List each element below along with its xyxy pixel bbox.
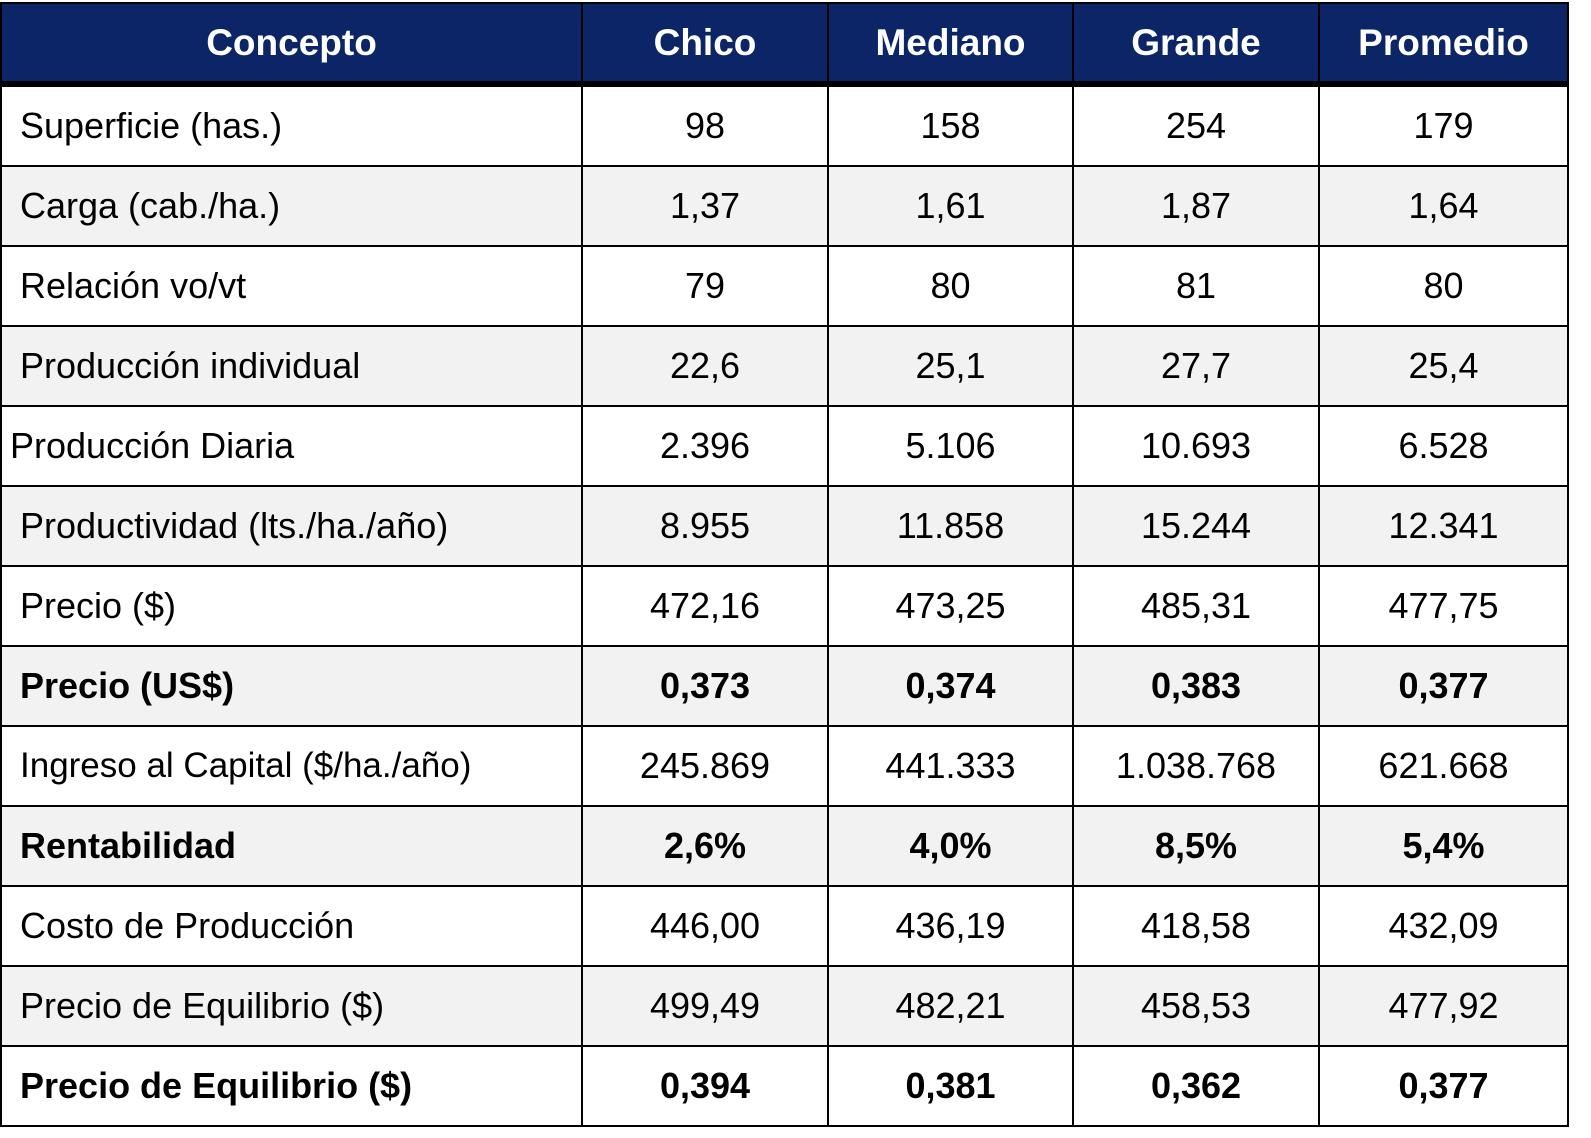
cell-grande: 254 bbox=[1072, 83, 1320, 167]
table-row: Producción individual 22,6 25,1 27,7 25,… bbox=[0, 325, 1569, 407]
cell-grande: 81 bbox=[1072, 245, 1320, 327]
row-label: Precio ($) bbox=[0, 565, 583, 647]
cell-chico: 79 bbox=[581, 245, 829, 327]
cell-mediano: 482,21 bbox=[827, 965, 1074, 1047]
comparison-table: Concepto Chico Mediano Grande Promedio S… bbox=[0, 2, 1569, 1127]
cell-chico: 2.396 bbox=[581, 405, 829, 487]
row-label: Costo de Producción bbox=[0, 885, 583, 967]
cell-grande: 0,383 bbox=[1072, 645, 1320, 727]
table-row: Precio de Equilibrio ($) 499,49 482,21 4… bbox=[0, 965, 1569, 1047]
cell-chico: 446,00 bbox=[581, 885, 829, 967]
header-concepto: Concepto bbox=[0, 2, 583, 87]
table-row: Ingreso al Capital ($/ha./año) 245.869 4… bbox=[0, 725, 1569, 807]
cell-chico: 22,6 bbox=[581, 325, 829, 407]
row-label: Precio (US$) bbox=[0, 645, 583, 727]
row-label: Precio de Equilibrio ($) bbox=[0, 1045, 583, 1127]
cell-mediano: 436,19 bbox=[827, 885, 1074, 967]
cell-mediano: 25,1 bbox=[827, 325, 1074, 407]
table-row: Carga (cab./ha.) 1,37 1,61 1,87 1,64 bbox=[0, 165, 1569, 247]
cell-promedio: 179 bbox=[1318, 83, 1569, 167]
cell-chico: 499,49 bbox=[581, 965, 829, 1047]
cell-mediano: 11.858 bbox=[827, 485, 1074, 567]
cell-promedio: 5,4% bbox=[1318, 805, 1569, 887]
row-label: Rentabilidad bbox=[0, 805, 583, 887]
cell-mediano: 158 bbox=[827, 83, 1074, 167]
cell-chico: 472,16 bbox=[581, 565, 829, 647]
cell-grande: 8,5% bbox=[1072, 805, 1320, 887]
row-label: Carga (cab./ha.) bbox=[0, 165, 583, 247]
header-promedio: Promedio bbox=[1318, 2, 1569, 87]
row-label: Superficie (has.) bbox=[0, 83, 583, 167]
cell-chico: 98 bbox=[581, 83, 829, 167]
cell-promedio: 1,64 bbox=[1318, 165, 1569, 247]
cell-promedio: 477,75 bbox=[1318, 565, 1569, 647]
cell-chico: 8.955 bbox=[581, 485, 829, 567]
table-row: Costo de Producción 446,00 436,19 418,58… bbox=[0, 885, 1569, 967]
cell-chico: 0,394 bbox=[581, 1045, 829, 1127]
cell-mediano: 0,381 bbox=[827, 1045, 1074, 1127]
cell-grande: 10.693 bbox=[1072, 405, 1320, 487]
table-row: Precio de Equilibrio ($) 0,394 0,381 0,3… bbox=[0, 1045, 1569, 1127]
table-row: Relación vo/vt 79 80 81 80 bbox=[0, 245, 1569, 327]
cell-promedio: 0,377 bbox=[1318, 645, 1569, 727]
cell-promedio: 80 bbox=[1318, 245, 1569, 327]
row-label: Productividad (lts./ha./año) bbox=[0, 485, 583, 567]
row-label: Precio de Equilibrio ($) bbox=[0, 965, 583, 1047]
cell-grande: 0,362 bbox=[1072, 1045, 1320, 1127]
cell-grande: 458,53 bbox=[1072, 965, 1320, 1047]
cell-promedio: 6.528 bbox=[1318, 405, 1569, 487]
cell-chico: 0,373 bbox=[581, 645, 829, 727]
cell-promedio: 0,377 bbox=[1318, 1045, 1569, 1127]
cell-chico: 245.869 bbox=[581, 725, 829, 807]
cell-mediano: 4,0% bbox=[827, 805, 1074, 887]
table-row: Precio ($) 472,16 473,25 485,31 477,75 bbox=[0, 565, 1569, 647]
cell-chico: 1,37 bbox=[581, 165, 829, 247]
header-grande: Grande bbox=[1072, 2, 1320, 87]
row-label: Producción individual bbox=[0, 325, 583, 407]
cell-promedio: 621.668 bbox=[1318, 725, 1569, 807]
cell-grande: 1.038.768 bbox=[1072, 725, 1320, 807]
header-mediano: Mediano bbox=[827, 2, 1074, 87]
table-row: Producción Diaria 2.396 5.106 10.693 6.5… bbox=[0, 405, 1569, 487]
cell-grande: 27,7 bbox=[1072, 325, 1320, 407]
cell-grande: 418,58 bbox=[1072, 885, 1320, 967]
table-row: Rentabilidad 2,6% 4,0% 8,5% 5,4% bbox=[0, 805, 1569, 887]
cell-promedio: 25,4 bbox=[1318, 325, 1569, 407]
cell-mediano: 473,25 bbox=[827, 565, 1074, 647]
table-row: Productividad (lts./ha./año) 8.955 11.85… bbox=[0, 485, 1569, 567]
cell-grande: 1,87 bbox=[1072, 165, 1320, 247]
cell-promedio: 477,92 bbox=[1318, 965, 1569, 1047]
cell-promedio: 12.341 bbox=[1318, 485, 1569, 567]
table-row: Superficie (has.) 98 158 254 179 bbox=[0, 83, 1569, 167]
row-label: Producción Diaria bbox=[0, 405, 583, 487]
cell-mediano: 441.333 bbox=[827, 725, 1074, 807]
cell-mediano: 80 bbox=[827, 245, 1074, 327]
cell-chico: 2,6% bbox=[581, 805, 829, 887]
cell-grande: 15.244 bbox=[1072, 485, 1320, 567]
cell-grande: 485,31 bbox=[1072, 565, 1320, 647]
cell-mediano: 0,374 bbox=[827, 645, 1074, 727]
cell-mediano: 1,61 bbox=[827, 165, 1074, 247]
table-row: Precio (US$) 0,373 0,374 0,383 0,377 bbox=[0, 645, 1569, 727]
row-label: Relación vo/vt bbox=[0, 245, 583, 327]
cell-mediano: 5.106 bbox=[827, 405, 1074, 487]
row-label: Ingreso al Capital ($/ha./año) bbox=[0, 725, 583, 807]
header-chico: Chico bbox=[581, 2, 829, 87]
cell-promedio: 432,09 bbox=[1318, 885, 1569, 967]
header-row: Concepto Chico Mediano Grande Promedio bbox=[0, 2, 1569, 87]
